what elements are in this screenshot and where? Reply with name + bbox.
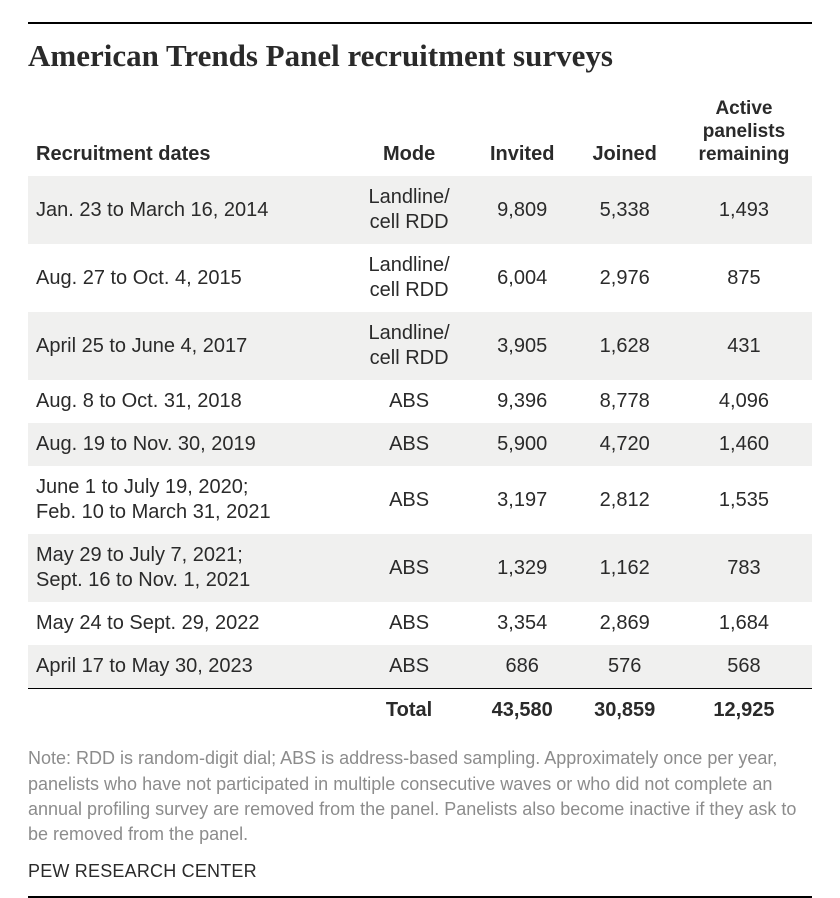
table-row: May 29 to July 7, 2021;Sept. 16 to Nov. … <box>28 534 812 602</box>
cell-joined: 8,778 <box>573 380 675 423</box>
cell-total-invited: 43,580 <box>471 689 573 733</box>
col-header-joined: Joined <box>573 92 675 176</box>
cell-invited: 3,197 <box>471 466 573 534</box>
cell-mode: Landline/cell RDD <box>347 312 471 380</box>
cell-dates: Aug. 8 to Oct. 31, 2018 <box>28 380 347 423</box>
cell-dates: April 17 to May 30, 2023 <box>28 645 347 689</box>
cell-joined: 5,338 <box>573 176 675 244</box>
cell-active: 1,493 <box>676 176 812 244</box>
cell-joined: 4,720 <box>573 423 675 466</box>
cell-invited: 1,329 <box>471 534 573 602</box>
cell-invited: 9,809 <box>471 176 573 244</box>
cell-active: 1,684 <box>676 602 812 645</box>
table-body: Jan. 23 to March 16, 2014Landline/cell R… <box>28 176 812 732</box>
table-row: June 1 to July 19, 2020;Feb. 10 to March… <box>28 466 812 534</box>
col-header-dates: Recruitment dates <box>28 92 347 176</box>
page-title: American Trends Panel recruitment survey… <box>28 38 812 74</box>
table-row: April 25 to June 4, 2017Landline/cell RD… <box>28 312 812 380</box>
source-line: PEW RESEARCH CENTER <box>28 861 812 882</box>
cell-active: 1,535 <box>676 466 812 534</box>
cell-active: 1,460 <box>676 423 812 466</box>
cell-invited: 3,354 <box>471 602 573 645</box>
cell-active: 875 <box>676 244 812 312</box>
cell-dates: Aug. 19 to Nov. 30, 2019 <box>28 423 347 466</box>
col-header-active-l3: remaining <box>699 144 790 165</box>
cell-invited: 686 <box>471 645 573 689</box>
cell-joined: 576 <box>573 645 675 689</box>
cell-active: 4,096 <box>676 380 812 423</box>
cell-invited: 6,004 <box>471 244 573 312</box>
cell-dates: April 25 to June 4, 2017 <box>28 312 347 380</box>
cell-mode: ABS <box>347 602 471 645</box>
table-row: Aug. 8 to Oct. 31, 2018ABS9,3968,7784,09… <box>28 380 812 423</box>
cell-joined: 1,628 <box>573 312 675 380</box>
table-row: Aug. 27 to Oct. 4, 2015Landline/cell RDD… <box>28 244 812 312</box>
cell-mode: ABS <box>347 645 471 689</box>
cell-total-joined: 30,859 <box>573 689 675 733</box>
cell-active: 568 <box>676 645 812 689</box>
recruitment-table: Recruitment dates Mode Invited Joined Ac… <box>28 92 812 732</box>
cell-mode: ABS <box>347 534 471 602</box>
table-row: Aug. 19 to Nov. 30, 2019ABS5,9004,7201,4… <box>28 423 812 466</box>
cell-joined: 2,976 <box>573 244 675 312</box>
footnote: Note: RDD is random-digit dial; ABS is a… <box>28 746 812 847</box>
table-row: Jan. 23 to March 16, 2014Landline/cell R… <box>28 176 812 244</box>
table-total-row: Total43,58030,85912,925 <box>28 689 812 733</box>
cell-mode: ABS <box>347 423 471 466</box>
col-header-mode: Mode <box>347 92 471 176</box>
cell-mode: Landline/cell RDD <box>347 176 471 244</box>
col-header-active-l1: Active <box>715 98 772 119</box>
cell-dates: June 1 to July 19, 2020;Feb. 10 to March… <box>28 466 347 534</box>
cell-mode: ABS <box>347 380 471 423</box>
cell-dates: May 29 to July 7, 2021;Sept. 16 to Nov. … <box>28 534 347 602</box>
cell-joined: 1,162 <box>573 534 675 602</box>
cell-invited: 5,900 <box>471 423 573 466</box>
table-row: May 24 to Sept. 29, 2022ABS3,3542,8691,6… <box>28 602 812 645</box>
cell-invited: 9,396 <box>471 380 573 423</box>
cell-active: 783 <box>676 534 812 602</box>
cell-dates: Aug. 27 to Oct. 4, 2015 <box>28 244 347 312</box>
table-header-row: Recruitment dates Mode Invited Joined Ac… <box>28 92 812 176</box>
table-container: American Trends Panel recruitment survey… <box>28 22 812 898</box>
cell-mode: ABS <box>347 466 471 534</box>
col-header-invited: Invited <box>471 92 573 176</box>
col-header-active-l2: panelists <box>703 121 785 142</box>
cell-dates: Jan. 23 to March 16, 2014 <box>28 176 347 244</box>
cell-joined: 2,812 <box>573 466 675 534</box>
table-row: April 17 to May 30, 2023ABS686576568 <box>28 645 812 689</box>
cell-total-blank <box>28 689 347 733</box>
cell-total-active: 12,925 <box>676 689 812 733</box>
cell-invited: 3,905 <box>471 312 573 380</box>
cell-total-label: Total <box>347 689 471 733</box>
cell-dates: May 24 to Sept. 29, 2022 <box>28 602 347 645</box>
cell-mode: Landline/cell RDD <box>347 244 471 312</box>
cell-joined: 2,869 <box>573 602 675 645</box>
col-header-active: Active panelists remaining <box>676 92 812 176</box>
cell-active: 431 <box>676 312 812 380</box>
